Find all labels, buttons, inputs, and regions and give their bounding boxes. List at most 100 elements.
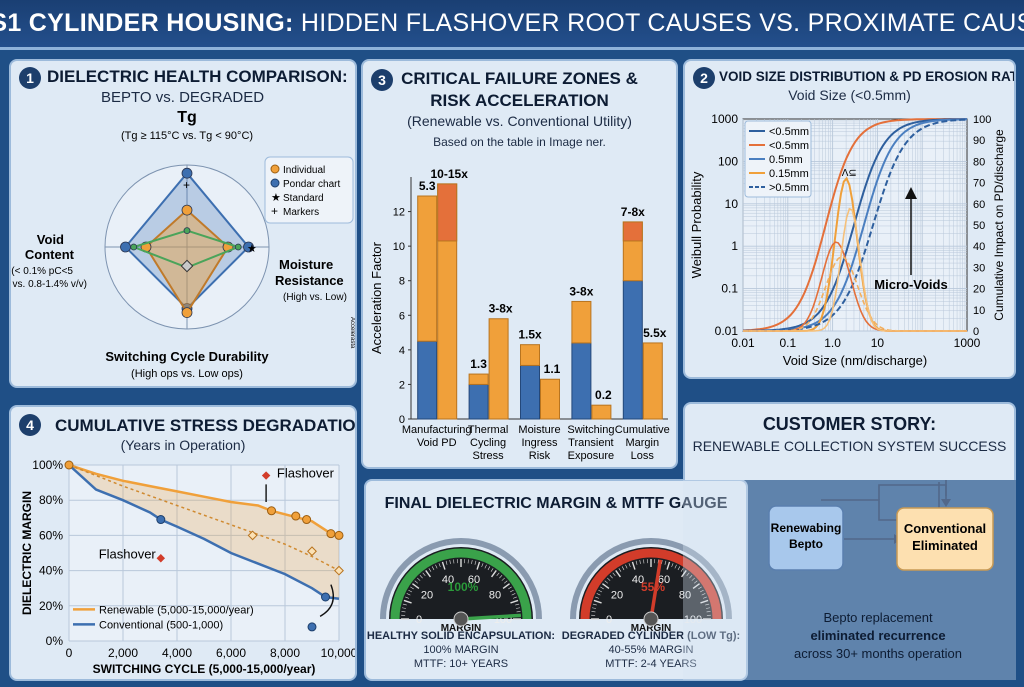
x-axis-title: SWITCHING CYCLE (5,000-15,000/year) (93, 662, 316, 676)
gauge-tick (680, 570, 687, 578)
gauge-tick (410, 586, 414, 590)
gauge-tick (602, 583, 610, 590)
story-box2-line2: Eliminated (912, 538, 978, 553)
story-box1-line1: Renewabing (771, 521, 842, 535)
legend-label: 0.5mm (769, 154, 803, 166)
x-tick-label: Exposure (568, 450, 614, 462)
gauge-color-arc (580, 548, 722, 620)
renewable-point (302, 515, 312, 525)
axis-label-left: Void (37, 232, 64, 247)
series-renewable (68, 463, 340, 537)
legend-label: Markers (283, 207, 319, 218)
gauge-tick (621, 566, 625, 571)
bar-renewable (540, 378, 560, 420)
gauge-tick (428, 568, 432, 572)
gauge-tick (406, 593, 411, 596)
story-text2: eliminated recurrence (810, 628, 945, 643)
flashover-label-1: Flashover (277, 465, 335, 480)
gauge-tick (408, 589, 413, 593)
gauge-tick-label: 80 (489, 589, 501, 601)
gauge-tick (657, 559, 659, 564)
degradation-chart: 0% 20% 40% 60% 80% 100% 0 2,000 4,000 6,000 8,000 1… (20, 458, 355, 676)
bar-stack (468, 373, 489, 385)
gauge-tick (609, 575, 613, 579)
y-tick-label: 2 (399, 379, 405, 391)
legend-label: Standard (283, 193, 324, 204)
gauge-tick (604, 580, 609, 584)
gauge-tick (677, 566, 681, 571)
radar-point (181, 167, 193, 179)
gauge-tick (401, 611, 406, 613)
gauge-tick-label: 20 (421, 589, 433, 601)
radar-point (130, 243, 138, 251)
y-axis-title: DIELECTRIC MARGIN (20, 491, 34, 615)
gauge-tick (490, 568, 494, 572)
flashover-marker (156, 554, 166, 563)
y-tick-label: 0% (46, 634, 64, 648)
x-tick-label: 0 (66, 646, 73, 660)
gauge-tick (467, 559, 469, 564)
gauge-tick (593, 599, 602, 604)
x-tick-label: 2,000 (108, 646, 138, 660)
gauge-tick (412, 583, 420, 590)
bar-conventional (468, 383, 489, 420)
x-tick-label: Risk (529, 450, 551, 462)
x-tick-label: Ingress (521, 437, 558, 449)
gauge-tick (431, 566, 435, 571)
gauge-tick (402, 607, 407, 609)
plot-area (69, 465, 339, 641)
y-tick-label: 100 (718, 154, 738, 168)
y-tick-label: 12 (393, 207, 405, 219)
gauge1-cap2: 100% MARGIN (423, 644, 499, 656)
gauge-hub (643, 611, 659, 627)
panel-title: CRITICAL FAILURE ZONES & (401, 69, 638, 88)
gauge-tick-label: 40 (442, 574, 454, 586)
gauge-tick (511, 593, 516, 596)
gauge-tick-label: 20 (611, 589, 623, 601)
gauge-needle (649, 559, 663, 620)
midline-marker (334, 565, 344, 576)
x-tick-label: 8,000 (270, 646, 300, 660)
gauge-label: MARGIN (631, 623, 672, 634)
page-title: VS1 CYLINDER HOUSING: HIDDEN FLASHOVER R… (0, 9, 1024, 37)
story-text3: across 30+ months operation (794, 646, 962, 661)
gauge-tick (508, 586, 512, 590)
radar-point (183, 227, 191, 234)
panel-title: DIELECTRIC HEALTH COMPARISON: (47, 67, 348, 86)
bar-renewable (591, 404, 612, 420)
panel-number-badge: 1 (19, 67, 41, 89)
bar-data-label: 5.5x (643, 326, 667, 340)
gauge-tick (671, 563, 674, 568)
renewable-point (267, 506, 276, 516)
renewable-point (326, 529, 336, 539)
panel-title: FINAL DIELECTRIC MARGIN & MTTF GAUGE (384, 495, 728, 512)
panel-title-2: RISK ACCELERATION (430, 91, 609, 110)
story-subtitle: RENEWABLE COLLECTION SYSTEM SUCCESS (692, 438, 1007, 454)
axis-sub-top: (Tg ≥ 115°C vs. Tg < 90°C) (121, 130, 253, 142)
y-tick-label: 1 (731, 239, 738, 253)
gauge2-cap3: MTTF: 2-4 YEARS (605, 658, 697, 670)
gauge-tick (680, 568, 684, 572)
conventional-point (321, 592, 330, 602)
gauge-tick (509, 589, 514, 593)
panel-number-badge: 3 (371, 69, 393, 91)
void-bell-3 (743, 207, 967, 332)
gauge-tick (474, 560, 477, 565)
story-text1: Bepto replacement (823, 610, 933, 625)
axis-sub-left-1: (< 0.1% pC<5 (11, 266, 73, 277)
radar-chart: ★+ Tg (Tg ≥ 115°C vs. Tg < 90°C) Void Co… (11, 109, 355, 380)
gauge-color-arc (390, 548, 532, 620)
story-flow: Renewabing Bepto Conventional Eliminated… (683, 480, 1016, 680)
radar-point (181, 204, 193, 216)
panel-subtitle: BEPTO vs. DEGRADED (101, 89, 265, 106)
y-tick-label: 0 (399, 414, 405, 426)
y-axis-title: Acceleration Factor (369, 241, 384, 354)
bar-renewable (488, 318, 509, 420)
gauge-tick (499, 575, 503, 579)
story-title: CUSTOMER STORY: (762, 414, 937, 434)
y2-tick-label: 90 (973, 135, 985, 147)
gauge-tick (691, 577, 695, 581)
gauge-tick (417, 577, 421, 581)
gauge-tick (501, 577, 505, 581)
